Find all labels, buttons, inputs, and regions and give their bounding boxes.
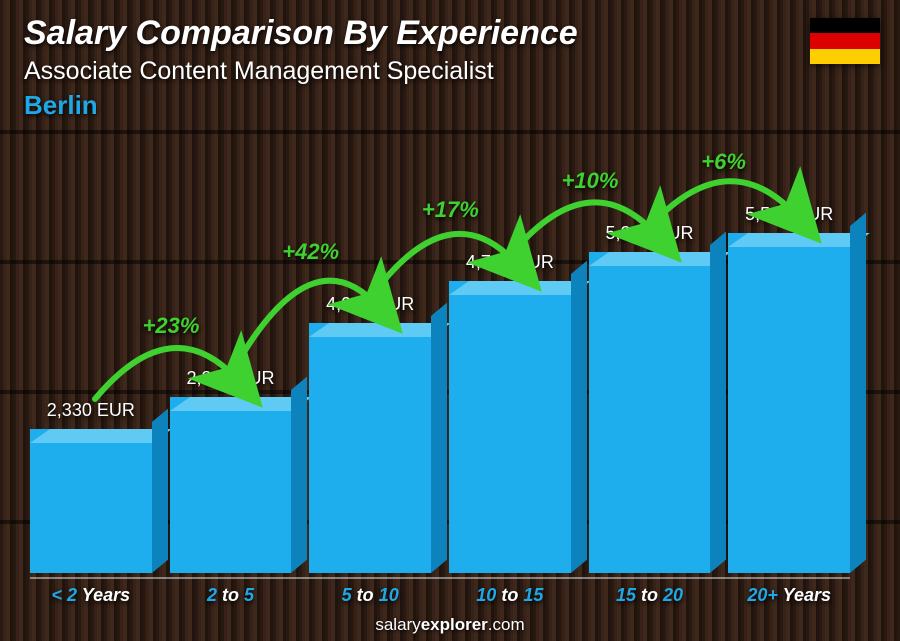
header: Salary Comparison By Experience Associat… [24, 14, 876, 121]
x-axis-label: 10 to 15 [449, 585, 571, 607]
bar: 2,330 EUR [30, 400, 152, 573]
x-axis-label: 2 to 5 [170, 585, 292, 607]
x-axis-label: < 2 Years [30, 585, 152, 607]
bar-side-face [431, 303, 447, 573]
bar-front-face [728, 233, 850, 573]
infographic-stage: Salary Comparison By Experience Associat… [0, 0, 900, 641]
bar-top-face [449, 281, 591, 295]
flag-stripe [810, 33, 880, 48]
bar-front-face [170, 397, 292, 573]
bar-3d [449, 281, 571, 573]
bar-side-face [571, 261, 587, 573]
bar-top-face [728, 233, 870, 247]
bar-3d [309, 323, 431, 573]
bar-top-face [30, 429, 172, 443]
bar-value-label: 2,860 EUR [186, 368, 274, 389]
bar: 5,520 EUR [728, 204, 850, 573]
bar-value-label: 4,740 EUR [466, 252, 554, 273]
bar: 4,060 EUR [309, 294, 431, 573]
bar-chart: 2,330 EUR 2,860 EUR 4,060 EUR 4,740 EUR 5,21… [30, 133, 850, 573]
page-title: Salary Comparison By Experience [24, 14, 876, 53]
footer-attribution: salaryexplorer.com [0, 615, 900, 635]
bar: 5,210 EUR [589, 223, 711, 573]
bar-front-face [589, 252, 711, 573]
x-axis-label: 5 to 10 [309, 585, 431, 607]
bar-3d [170, 397, 292, 573]
bar-value-label: 4,060 EUR [326, 294, 414, 315]
bar-side-face [152, 409, 168, 573]
bar-side-face [710, 232, 726, 573]
bar-front-face [449, 281, 571, 573]
germany-flag-icon [810, 18, 880, 64]
footer-text: explorer [421, 615, 488, 634]
bar-side-face [850, 213, 866, 573]
bar-3d [30, 429, 152, 573]
x-axis-label: 15 to 20 [589, 585, 711, 607]
bar-3d [728, 233, 850, 573]
x-axis-label: 20+ Years [728, 585, 850, 607]
x-axis: < 2 Years 2 to 5 5 to 10 10 to 15 15 to 20 20… [30, 577, 850, 607]
bar-front-face [309, 323, 431, 573]
bar-3d [589, 252, 711, 573]
bar: 4,740 EUR [449, 252, 571, 573]
footer-text: salary [375, 615, 420, 634]
bar-top-face [309, 323, 451, 337]
bar-side-face [291, 377, 307, 573]
bar-value-label: 5,210 EUR [605, 223, 693, 244]
bar: 2,860 EUR [170, 368, 292, 573]
flag-stripe [810, 49, 880, 64]
city-label: Berlin [24, 90, 876, 121]
bar-value-label: 5,520 EUR [745, 204, 833, 225]
footer-text: .com [488, 615, 525, 634]
flag-stripe [810, 18, 880, 33]
page-subtitle: Associate Content Management Specialist [24, 57, 876, 86]
bar-value-label: 2,330 EUR [47, 400, 135, 421]
bar-front-face [30, 429, 152, 573]
